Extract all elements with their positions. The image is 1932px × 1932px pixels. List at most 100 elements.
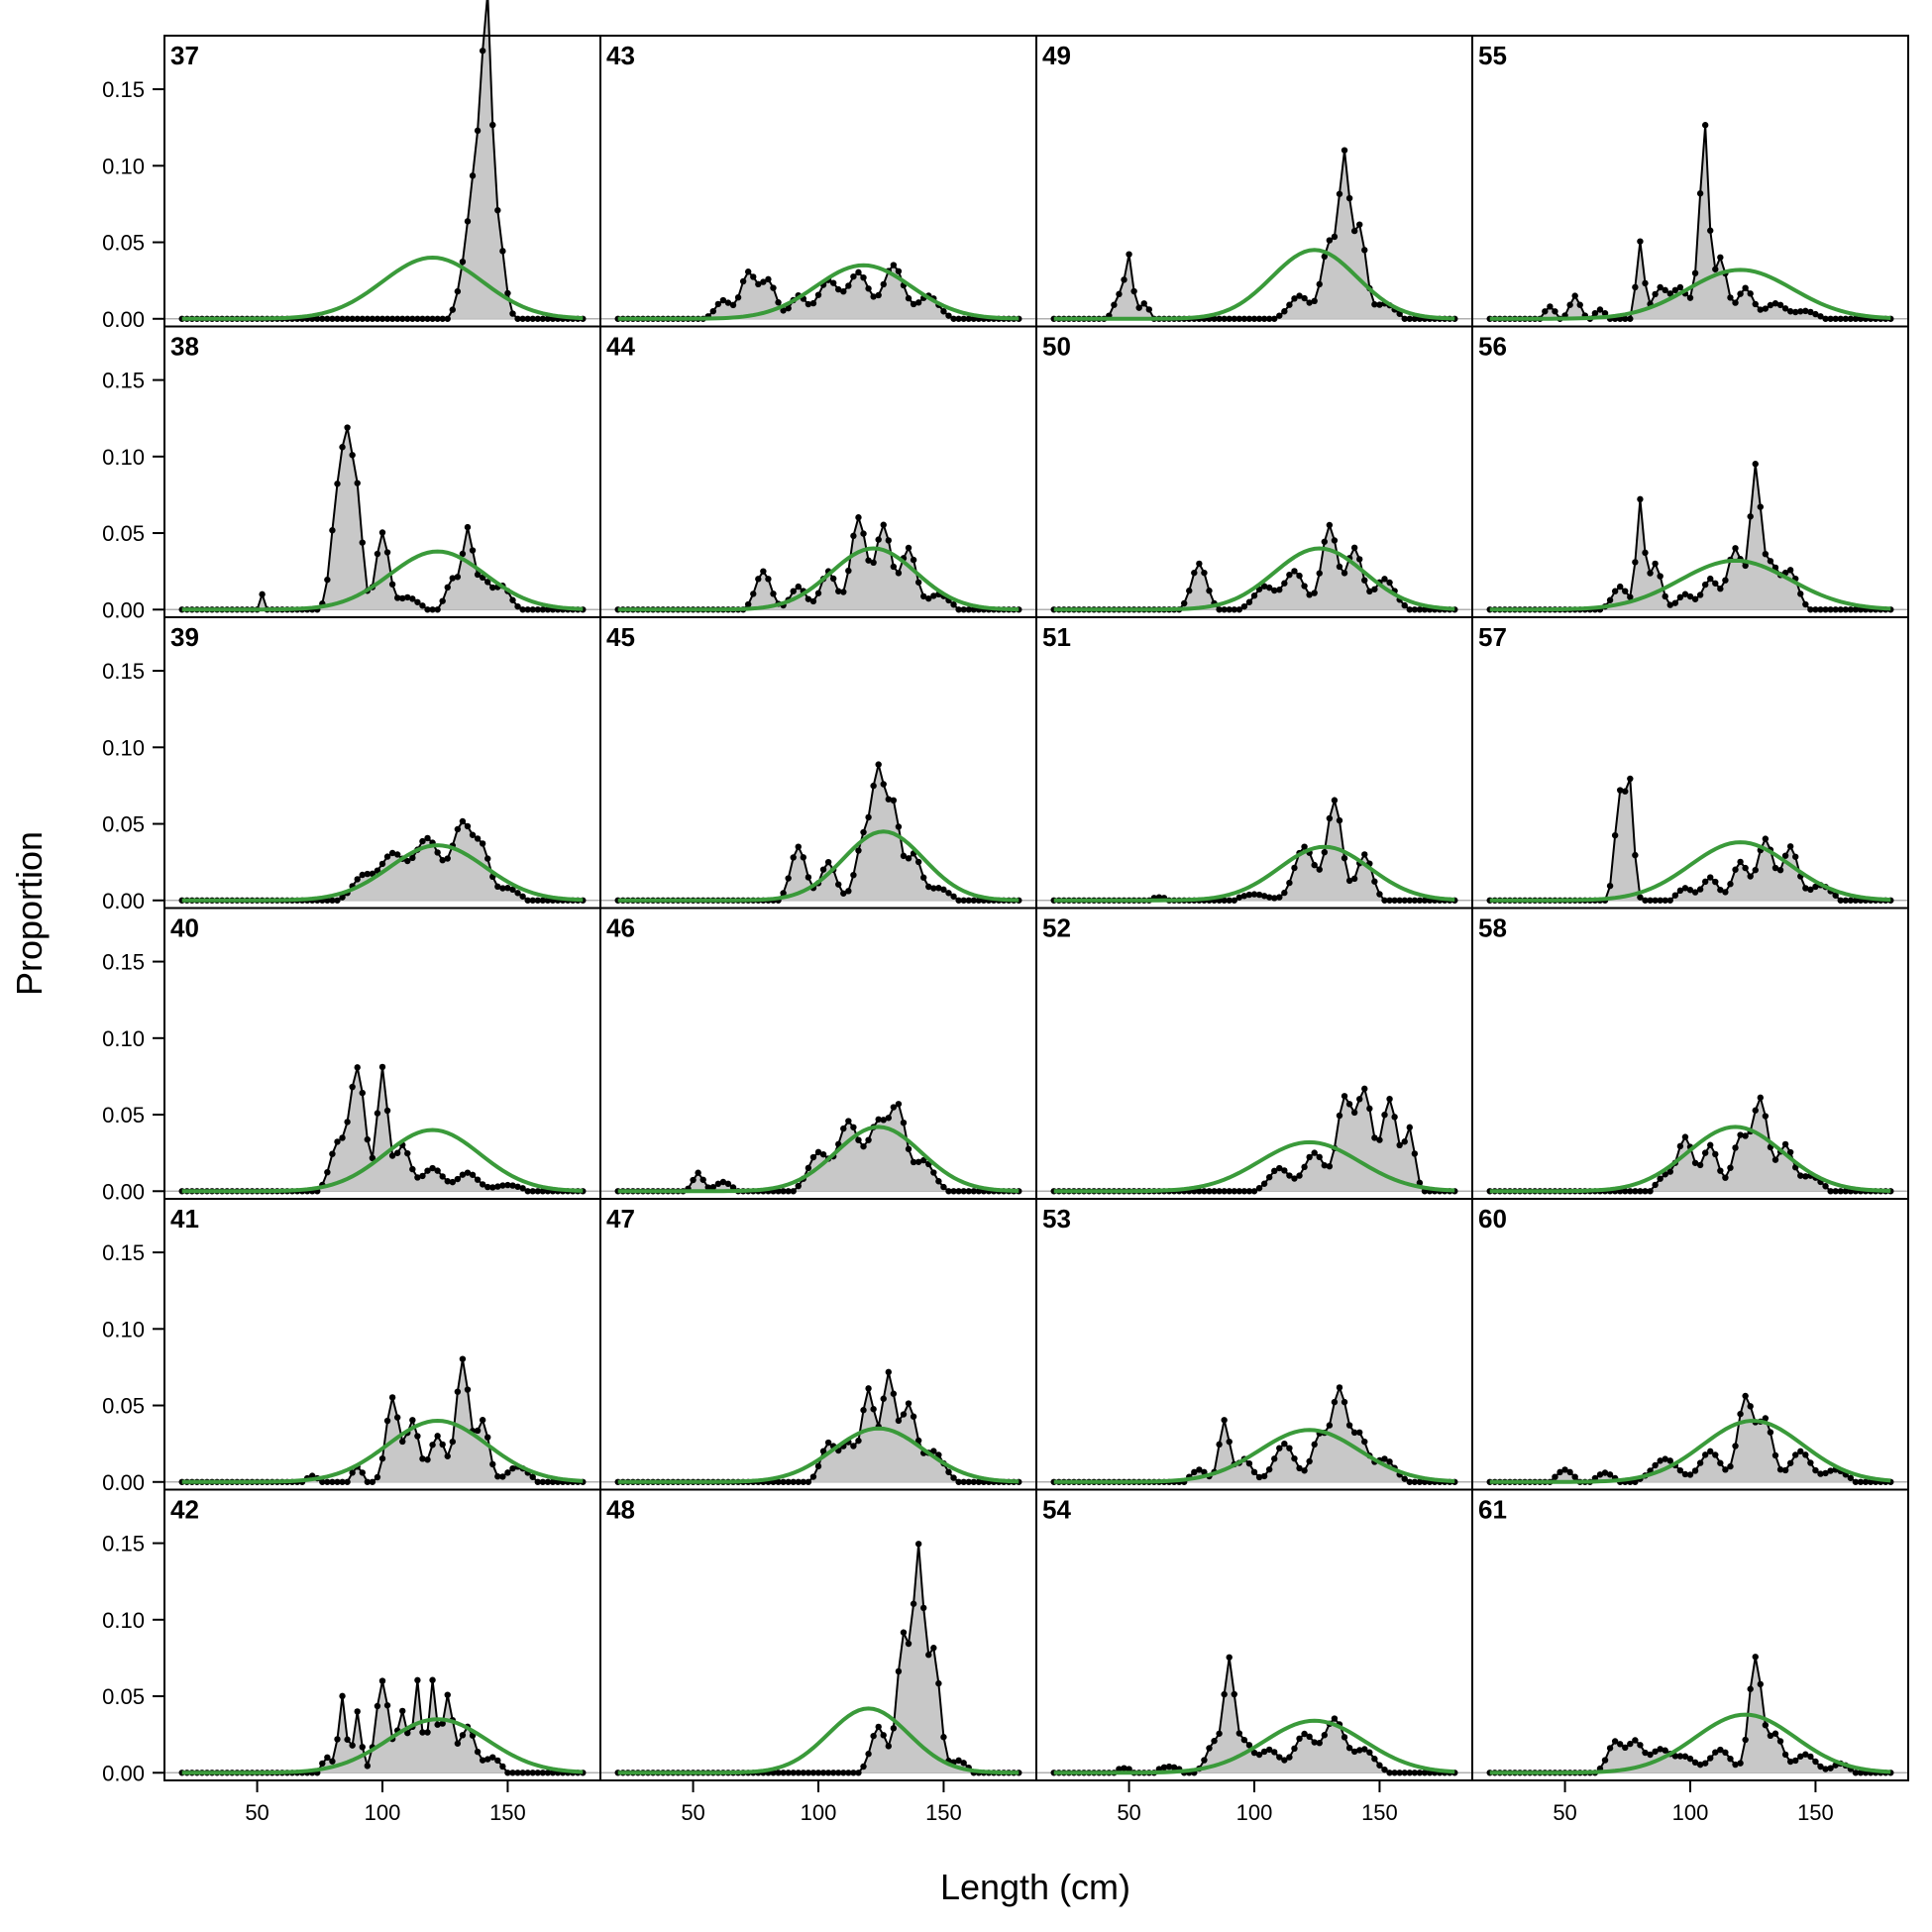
observed-point (1632, 283, 1639, 291)
observed-point (1632, 851, 1639, 859)
panel-border (1471, 1198, 1909, 1491)
observed-point (875, 761, 882, 768)
observed-point (1121, 1765, 1127, 1771)
x-tick-label: 150 (489, 1800, 526, 1825)
observed-point (775, 1478, 782, 1485)
observed-point (429, 1164, 436, 1172)
observed-point (1671, 1753, 1679, 1760)
observed-point (1771, 1451, 1779, 1459)
observed-point (364, 315, 372, 322)
observed-point (1321, 1732, 1329, 1739)
observed-point (434, 1433, 441, 1440)
observed-point (805, 595, 812, 602)
panel-38: 38 0.00 0.05 0.10 0.15 (102, 325, 601, 622)
observed-point (504, 289, 511, 297)
observed-point (1406, 897, 1413, 904)
observed-point (1406, 1770, 1413, 1776)
observed-point (1822, 315, 1829, 322)
y-tick-label: 0.00 (102, 597, 145, 622)
observed-point (504, 885, 511, 892)
observed-point (454, 1740, 462, 1747)
observed-point (529, 1473, 536, 1480)
observed-point (1326, 814, 1334, 822)
observed-point (1606, 1471, 1614, 1478)
observed-point (378, 1063, 386, 1071)
observed-point (1345, 1422, 1353, 1429)
observed-point (1291, 295, 1298, 302)
observed-point (910, 1413, 917, 1420)
observed-point (434, 849, 441, 856)
observed-point (790, 1188, 797, 1195)
observed-point (1642, 1749, 1649, 1757)
observed-point (739, 277, 747, 285)
observed-point (354, 315, 361, 322)
observed-point (795, 1182, 802, 1190)
observed-point (1135, 304, 1142, 311)
observed-point (1732, 1761, 1739, 1769)
observed-point (965, 897, 972, 904)
expected-line (181, 1418, 584, 1484)
observed-point (1240, 893, 1248, 900)
observed-point (388, 581, 396, 588)
observed-point (484, 579, 491, 586)
observed-point (1406, 1478, 1413, 1485)
observed-point (1807, 606, 1814, 613)
y-tick-label: 0.05 (102, 1394, 145, 1419)
observed-point (1717, 1746, 1724, 1754)
observed-point (814, 291, 822, 298)
panel-label: 49 (1042, 41, 1071, 70)
observed-point (840, 589, 847, 595)
observed-point (1666, 897, 1673, 904)
observed-point (449, 306, 457, 313)
observed-point (509, 596, 516, 603)
observed-point (1752, 1654, 1759, 1661)
observed-point (1707, 1448, 1714, 1455)
observed-point (474, 835, 482, 842)
observed-point (1632, 1188, 1639, 1195)
observed-point (1250, 315, 1258, 322)
observed-point (800, 1770, 807, 1776)
observed-point (1742, 864, 1749, 872)
observed-point (1732, 545, 1739, 552)
observed-point (1296, 292, 1303, 299)
observed-point (1852, 315, 1860, 322)
observed-point (1657, 1175, 1664, 1182)
observed-point (1216, 1441, 1223, 1449)
observed-point (1722, 1466, 1729, 1473)
observed-point (1552, 308, 1558, 315)
observed-point (914, 299, 922, 306)
observed-point (1276, 587, 1283, 593)
observed-point (1271, 895, 1278, 902)
observed-point (1852, 1770, 1860, 1776)
observed-point (1762, 550, 1770, 558)
observed-point (1366, 1749, 1373, 1756)
observed-point (1235, 1188, 1243, 1195)
observed-point (1240, 602, 1248, 610)
observed-point (1341, 147, 1348, 154)
observed-fill (1489, 779, 1891, 901)
observed-fill (617, 517, 1020, 610)
observed-point (940, 1183, 947, 1191)
observed-point (1566, 1468, 1573, 1476)
y-axis-title: Proportion (9, 831, 50, 996)
observed-point (1747, 1403, 1754, 1410)
observed-point (1396, 1141, 1403, 1149)
observed-point (835, 588, 842, 594)
expected-line (1489, 840, 1891, 903)
observed-point (1321, 848, 1329, 856)
panel-label: 48 (606, 1495, 635, 1525)
observed-point (1781, 1466, 1789, 1474)
panel-55: 55 (1471, 35, 1909, 328)
observed-point (529, 897, 536, 904)
observed-point (870, 1732, 877, 1740)
observed-point (1381, 1455, 1388, 1462)
observed-fill (617, 1104, 1020, 1192)
x-tick-label: 150 (1797, 1800, 1834, 1825)
y-tick-label: 0.05 (102, 812, 145, 837)
panel-border (599, 1488, 1037, 1781)
observed-point (1196, 1466, 1203, 1473)
observed-point (1350, 875, 1358, 883)
observed-point (419, 1455, 426, 1462)
observed-point (729, 301, 737, 309)
